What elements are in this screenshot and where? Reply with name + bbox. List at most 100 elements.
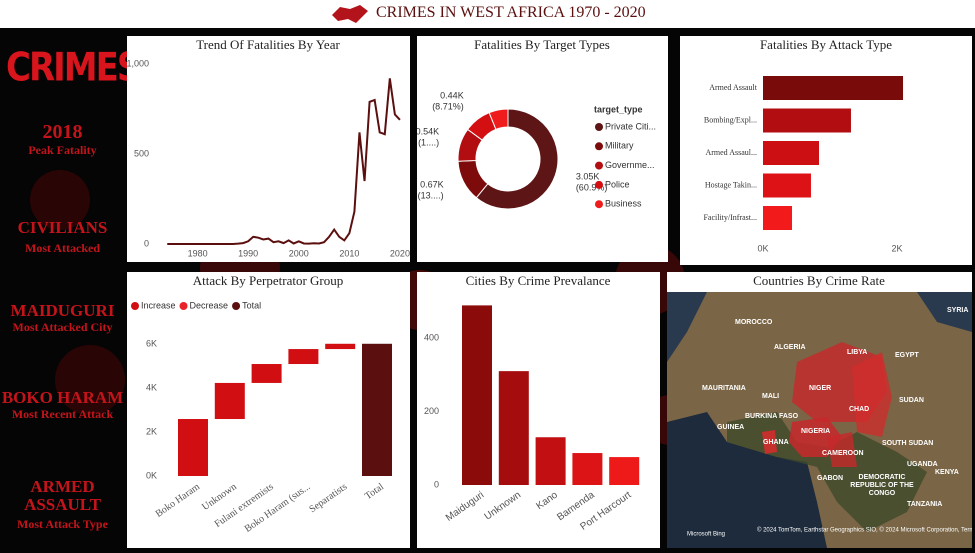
panel: Fatalities By Target Types target_type 3.0… (416, 36, 668, 262)
line (167, 78, 401, 245)
bar (763, 173, 811, 198)
bar (214, 382, 245, 420)
y-tick-label: 2K (146, 426, 157, 436)
bar (462, 305, 492, 485)
data-label: 0.54K (417, 127, 439, 137)
legend-swatch (179, 302, 188, 310)
y-tick-label: 1,000 (127, 58, 149, 68)
panel: Fatalities By Attack Type 0K 2K Armed Assau… (680, 36, 972, 265)
data-label: (13....) (418, 191, 444, 201)
y-tick-label: 0 (144, 238, 149, 248)
kpi-value: ARMED ASSAULT (24, 477, 101, 514)
legend-label: Increase (141, 300, 176, 310)
legend-label: Decrease (190, 300, 229, 310)
x-tick-label: Total (363, 481, 386, 502)
kpi-card: CIVILIANS Most Attacked (0, 218, 125, 256)
map-label: BURKINA FASO (745, 413, 799, 420)
chart-title: Fatalities By Target Types (474, 37, 610, 52)
bar (763, 76, 904, 100)
map-label: MAURITANIA (702, 385, 746, 392)
bar-chart: Fatalities By Attack Type 0K 2K Armed Assau… (703, 37, 904, 253)
y-tick-label: 200 (424, 406, 439, 416)
map-ocean (667, 412, 827, 548)
kpi-value: BOKO HARAM (1, 388, 124, 407)
chart-title: Fatalities By Attack Type (760, 37, 892, 52)
bar (572, 453, 603, 485)
map-label: GUINEA (717, 424, 744, 431)
kpi-label: Most Attacked (25, 241, 100, 255)
map-label-box: DEMOCRATIC REPUBLIC OF THE CONGO (850, 474, 914, 497)
kpi-label: Peak Fatality (28, 143, 97, 157)
x-tick-label: 0K (757, 243, 768, 253)
map-label: NIGERIA (801, 428, 830, 435)
donut-chart: Fatalities By Target Types target_type 3.0… (416, 37, 656, 210)
map-attribution: © 2024 TomTom, Earthstar Geographics SIO… (757, 527, 972, 534)
chart-title: Countries By Crime Rate (753, 273, 885, 288)
panel: Attack By Perpetrator Group Increase Decre… (127, 272, 410, 548)
x-tick-label: 2020 (390, 248, 410, 258)
donut-slice (488, 108, 509, 131)
x-tick-label: Kano (534, 489, 560, 512)
panel: Countries By Crime Rate MOROCCO ALGERIA … (667, 272, 975, 548)
waterfall-chart: Attack By Perpetrator Group Increase Decre… (131, 273, 392, 535)
legend-swatch (595, 142, 603, 151)
data-label: (60.9%) (576, 183, 608, 193)
data-label: 3.05K (576, 172, 600, 182)
bar-chart: Cities By Crime Prevalance 0 200 400 Maidugu… (424, 273, 640, 533)
bar (362, 343, 392, 476)
data-label: (1....) (418, 138, 439, 148)
map-label: SOUTH SUDAN (882, 440, 933, 447)
map-label: TANZANIA (907, 501, 942, 508)
kpi-card: MAIDUGURI Most Attacked City (0, 302, 125, 335)
bar (763, 141, 820, 165)
y-tick-label: Armed Assault (709, 83, 758, 92)
legend-swatch (595, 123, 603, 131)
map-label: NIGER (809, 385, 831, 392)
y-tick-label: 500 (134, 148, 149, 158)
kpi-label: Most Recent Attack (11, 407, 114, 421)
y-tick-label: 0 (434, 479, 439, 489)
legend-label: Governme... (605, 160, 655, 170)
map-label: SYRIA (947, 307, 968, 314)
chart-title: Cities By Crime Prevalance (466, 273, 611, 288)
map-label: CHAD (849, 406, 869, 413)
y-tick-label: Hostage Takin... (705, 180, 757, 189)
chart-title: Trend Of Fatalities By Year (196, 37, 340, 52)
map-region (762, 430, 777, 454)
y-tick-label: 0K (146, 470, 157, 480)
bar (763, 108, 851, 133)
map-brand: Microsoft Bing (687, 532, 725, 538)
kpi-card: 2018 Peak Fatality (0, 121, 125, 157)
map-label: ALGERIA (774, 344, 806, 351)
chart-title: Attack By Perpetrator Group (193, 273, 344, 288)
header: CRIMES IN WEST AFRICA 1970 - 2020 (0, 0, 975, 28)
y-tick-label: 400 (424, 332, 439, 342)
map-label: KENYA (935, 469, 959, 476)
line-chart: Trend Of Fatalities By Year 0 500 1,000 1980… (126, 37, 410, 258)
y-tick-label: Facility/Infrast... (703, 213, 757, 222)
x-tick-label: Boko Haram (sus... (243, 481, 313, 534)
bar (325, 343, 356, 350)
x-tick-label: 2010 (339, 248, 359, 258)
kpi-card: ARMED ASSAULT Most Attack Type (0, 477, 125, 532)
legend-swatch (232, 302, 241, 310)
legend-label: Total (242, 300, 261, 310)
legend-title: target_type (594, 104, 643, 114)
panel: Trend Of Fatalities By Year 0 500 1,000 1980… (126, 36, 410, 262)
x-tick-label: 2000 (289, 248, 309, 258)
map-label: GHANA (763, 439, 789, 446)
bar (288, 349, 319, 365)
y-tick-label: 6K (146, 338, 157, 348)
legend-swatch (595, 161, 603, 170)
donut-slice (475, 108, 559, 210)
legend-label: Military (605, 141, 634, 151)
page-title: CRIMES IN WEST AFRICA 1970 - 2020 (376, 4, 646, 21)
legend-swatch (595, 200, 603, 209)
kpi-value: CIVILIANS (17, 218, 108, 237)
legend-label: Business (605, 199, 642, 209)
kpi-label: Most Attacked City (12, 320, 113, 334)
y-tick-label: Armed Assaul... (705, 148, 757, 157)
map-label: DEMOCRATIC REPUBLIC OF THE CONGO (850, 474, 914, 497)
map-label: CAMEROON (822, 450, 864, 457)
